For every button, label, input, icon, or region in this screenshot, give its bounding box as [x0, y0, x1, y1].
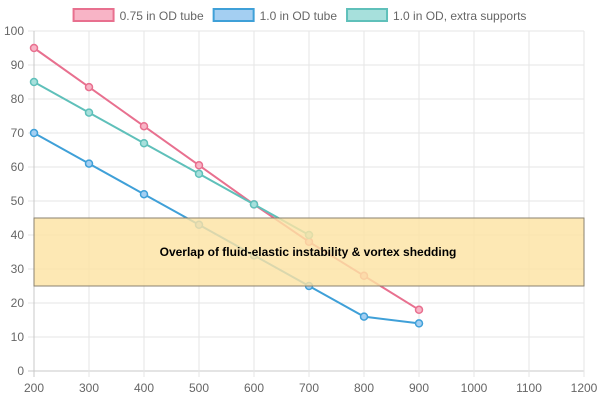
- y-tick-label: 30: [11, 262, 25, 276]
- data-point[interactable]: [194, 161, 204, 170]
- legend-item[interactable]: 1.0 in OD tube: [212, 8, 338, 23]
- legend-label: 1.0 in OD, extra supports: [393, 9, 526, 23]
- legend-swatch: [72, 8, 115, 22]
- y-tick-label: 50: [11, 194, 25, 208]
- data-point[interactable]: [84, 159, 94, 168]
- legend-item[interactable]: 0.75 in OD tube: [72, 8, 204, 23]
- overlap-band: [33, 217, 585, 287]
- data-point[interactable]: [84, 108, 94, 117]
- x-tick-label: 800: [354, 381, 374, 395]
- y-tick-label: 90: [11, 58, 25, 72]
- data-point[interactable]: [359, 312, 369, 321]
- y-tick-label: 20: [11, 296, 25, 310]
- y-tick-label: 60: [11, 160, 25, 174]
- data-point[interactable]: [139, 121, 149, 131]
- data-point[interactable]: [29, 77, 39, 87]
- x-tick-label: 1200: [571, 381, 598, 395]
- y-tick-label: 10: [11, 330, 25, 344]
- data-point[interactable]: [414, 305, 424, 315]
- legend: 0.75 in OD tube 1.0 in OD tube 1.0 in OD, …: [72, 8, 526, 23]
- x-tick-label: 400: [134, 381, 154, 395]
- data-point[interactable]: [194, 169, 204, 179]
- chart-grid: [28, 30, 585, 377]
- x-tick-label: 1000: [461, 381, 488, 395]
- x-tick-label: 500: [189, 381, 209, 395]
- band-label: Overlap of fluid-elastic instability & v…: [160, 245, 457, 259]
- chart-axes: 0 10 20 30 40 50 60 70 80 90 100 200 300 400 500 600 700…: [4, 24, 598, 395]
- data-point[interactable]: [84, 82, 94, 92]
- series-3: [29, 77, 314, 240]
- data-point[interactable]: [414, 319, 424, 328]
- legend-swatch: [212, 8, 255, 22]
- data-point[interactable]: [139, 189, 149, 199]
- data-point[interactable]: [29, 43, 39, 53]
- y-tick-label: 100: [4, 24, 24, 38]
- data-point[interactable]: [249, 200, 259, 209]
- y-tick-label: 40: [11, 228, 25, 242]
- data-point[interactable]: [139, 138, 149, 148]
- y-tick-label: 0: [17, 364, 24, 378]
- annotation-layer: Overlap of fluid-elastic instability & v…: [33, 217, 585, 287]
- series-line: [33, 81, 310, 236]
- legend-label: 1.0 in OD tube: [260, 9, 338, 23]
- data-point[interactable]: [29, 128, 39, 138]
- x-tick-label: 600: [244, 381, 264, 395]
- x-tick-label: 900: [409, 381, 429, 395]
- x-tick-label: 1100: [516, 381, 542, 395]
- y-tick-label: 70: [11, 126, 25, 140]
- legend-label: 0.75 in OD tube: [120, 9, 204, 23]
- y-tick-label: 80: [11, 92, 25, 106]
- legend-item[interactable]: 1.0 in OD, extra supports: [346, 8, 526, 23]
- x-tick-label: 700: [299, 381, 319, 395]
- x-tick-label: 300: [79, 381, 99, 395]
- legend-swatch: [346, 8, 389, 22]
- x-tick-label: 200: [24, 381, 44, 395]
